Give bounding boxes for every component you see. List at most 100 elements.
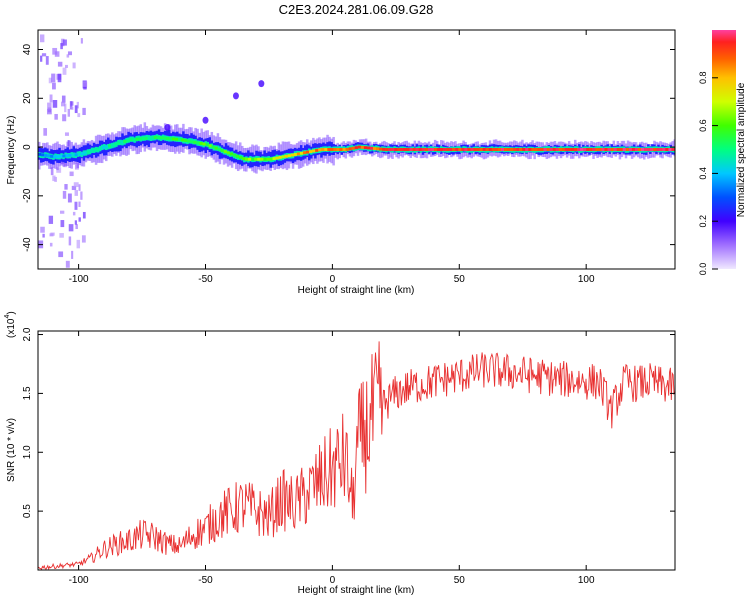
spectrogram-noise bbox=[51, 73, 56, 83]
spectrogram-noise bbox=[52, 82, 56, 90]
spectrogram-peak bbox=[238, 156, 243, 159]
spectrogram-noise bbox=[69, 171, 74, 177]
spectrogram-peak bbox=[83, 151, 87, 155]
spectrogram-x-tick-label: 50 bbox=[454, 274, 466, 285]
spectrogram-peak bbox=[74, 153, 78, 157]
spectrogram-frame bbox=[37, 29, 676, 270]
spectrogram-peak bbox=[583, 148, 587, 151]
spectrogram-peak bbox=[662, 148, 666, 151]
spectrogram-peak bbox=[372, 147, 377, 150]
spectrogram-peak bbox=[561, 148, 566, 151]
spectrogram-peak bbox=[604, 148, 608, 151]
spectrogram-peak bbox=[418, 148, 422, 151]
spectrogram-noise bbox=[68, 224, 74, 232]
spectrogram-spot bbox=[258, 80, 265, 88]
spectrogram-peak bbox=[653, 148, 657, 151]
spectrogram-noise bbox=[62, 114, 67, 122]
spectrogram-peak bbox=[516, 148, 520, 151]
spectrogram-peak bbox=[321, 148, 325, 151]
spectrogram-peak bbox=[299, 151, 304, 155]
snr-x-tick-label: 50 bbox=[454, 575, 466, 586]
spectrogram-peak bbox=[162, 136, 167, 140]
spectrogram-noise bbox=[52, 175, 56, 182]
spectrogram-noise bbox=[57, 61, 63, 67]
snr-series-line bbox=[38, 341, 675, 570]
snr-multiplier: (x104) bbox=[4, 311, 17, 338]
spectrogram-peak bbox=[634, 148, 639, 151]
spectrogram-peak bbox=[479, 148, 483, 151]
spectrogram-peak bbox=[135, 137, 139, 141]
spectrogram-peak bbox=[543, 148, 547, 151]
spectrogram-peak bbox=[650, 148, 654, 151]
spectrogram-peak bbox=[111, 143, 115, 147]
spectrogram-noise bbox=[65, 260, 70, 268]
spectrogram-peak bbox=[302, 151, 307, 155]
spectrogram-peak bbox=[525, 148, 529, 151]
snr-multiplier-base: (x104) bbox=[4, 311, 17, 338]
spectrogram-peak bbox=[327, 148, 331, 151]
spectrogram-peak bbox=[153, 135, 157, 139]
spectrogram-peak bbox=[406, 148, 410, 151]
spectrogram-peak bbox=[284, 154, 288, 158]
colorbar-label: Normalized spectral amplitude bbox=[736, 82, 747, 217]
snr-y-tick-label: 1.0 bbox=[22, 445, 33, 459]
spectrogram-peak bbox=[513, 148, 517, 151]
spectrogram-peak bbox=[65, 154, 69, 158]
spectrogram-peak bbox=[439, 148, 444, 151]
spectrogram-peak bbox=[394, 148, 398, 151]
spectrogram-noise bbox=[68, 236, 72, 246]
spectrogram-peak bbox=[379, 147, 383, 151]
spectrogram-peak bbox=[409, 148, 413, 151]
spectrogram-peak bbox=[473, 148, 477, 151]
spectrogram-peak bbox=[488, 148, 492, 151]
spectrogram-peak bbox=[62, 154, 66, 158]
spectrogram-peak bbox=[586, 148, 590, 151]
spectrogram-peak bbox=[622, 148, 626, 151]
spectrogram-peak bbox=[354, 146, 358, 150]
spectrogram-peak bbox=[580, 148, 584, 151]
spectrogram-peak bbox=[485, 148, 489, 151]
spectrogram-noise bbox=[50, 232, 55, 236]
spectrogram-peak bbox=[573, 148, 578, 151]
spectrogram-peak bbox=[540, 148, 544, 151]
spectrogram-peak bbox=[647, 148, 651, 151]
spectrogram-noise bbox=[67, 193, 72, 203]
spectrogram-peak bbox=[427, 148, 432, 151]
spectrogram-peak bbox=[260, 157, 264, 161]
spectrogram-y-ticks: -40 -20 0 20 40 bbox=[22, 44, 675, 252]
spectrogram-noise bbox=[70, 106, 74, 110]
spectrogram-noise bbox=[59, 210, 65, 214]
spectrogram-peak bbox=[138, 137, 142, 141]
spectrogram-peak bbox=[628, 148, 633, 151]
spectrogram-peak bbox=[168, 137, 173, 141]
spectrogram-noise bbox=[67, 108, 71, 117]
spectrogram-peak bbox=[506, 148, 511, 151]
spectrogram-peak bbox=[156, 136, 160, 139]
spectrogram-peak bbox=[616, 148, 620, 151]
spectrogram-peak bbox=[436, 148, 441, 151]
snr-frame bbox=[37, 330, 676, 571]
spectrogram-peak bbox=[443, 148, 447, 151]
spectrogram-peak bbox=[235, 154, 240, 158]
spectrogram-peak bbox=[452, 148, 456, 151]
spectrogram-peak bbox=[570, 148, 575, 151]
spectrogram-noise bbox=[48, 215, 54, 224]
spectrogram-peak bbox=[41, 153, 45, 157]
spectrogram-y-tick-label: -40 bbox=[22, 237, 33, 252]
spectrogram-noise bbox=[48, 77, 52, 84]
spectrogram-noise bbox=[43, 128, 48, 136]
spectrogram-peak bbox=[464, 148, 468, 151]
snr-x-tick-label: -100 bbox=[69, 575, 89, 586]
spectrogram-peak bbox=[245, 157, 249, 161]
spectrogram-noise bbox=[42, 233, 45, 238]
spectrogram-peak bbox=[129, 138, 133, 142]
spectrogram-noise bbox=[54, 113, 58, 120]
spectrogram-peak bbox=[348, 147, 352, 151]
spectrogram-noise bbox=[64, 184, 68, 190]
spectrogram-peak bbox=[668, 148, 672, 151]
spectrogram-peak bbox=[659, 148, 663, 151]
spectrogram-peak bbox=[397, 148, 401, 151]
spectrogram-peak bbox=[120, 140, 124, 144]
spectrogram-peak bbox=[272, 157, 276, 161]
spectrogram-peak bbox=[266, 157, 270, 161]
